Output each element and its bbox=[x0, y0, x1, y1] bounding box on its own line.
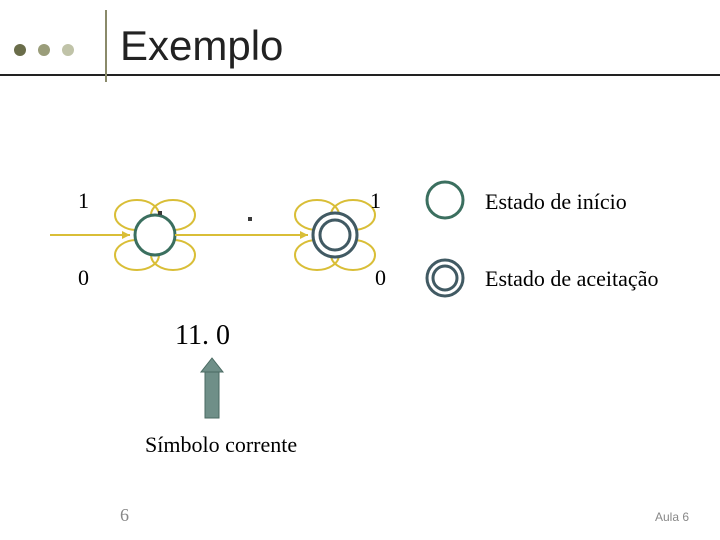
loop-label-left-bottom: 0 bbox=[78, 265, 89, 291]
loop-label-left-top: 1 bbox=[78, 188, 89, 214]
legend-accept-label: Estado de aceitação bbox=[485, 266, 658, 292]
symbol-current-label: Símbolo corrente bbox=[145, 432, 297, 458]
tape-string: 11. 0 bbox=[175, 320, 230, 352]
lecture-tag: Aula 6 bbox=[655, 510, 689, 524]
loop-label-right-top: 1 bbox=[370, 188, 381, 214]
legend-start-label: Estado de início bbox=[485, 189, 627, 215]
loop-label-right-bottom: 0 bbox=[375, 265, 386, 291]
slide-number: 6 bbox=[120, 505, 129, 526]
